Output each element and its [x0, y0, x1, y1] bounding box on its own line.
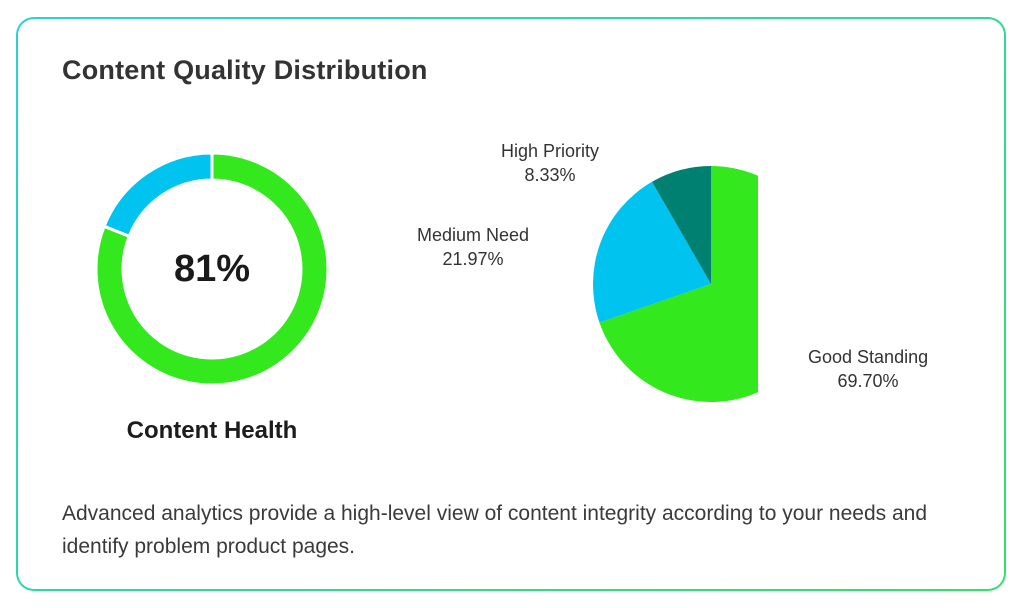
pie-label-percent: 21.97% [442, 249, 504, 269]
donut-caption: Content Health [126, 417, 298, 444]
donut-slice-0 [94, 151, 330, 387]
donut-chart: 81% [94, 151, 330, 387]
quality-card: Content Quality Distribution 81% Content… [16, 17, 1006, 591]
description-text: Advanced analytics provide a high-level … [62, 502, 928, 558]
page-title: Content Quality Distribution [62, 55, 428, 85]
pie-label-good-standing: Good Standing 69.70% [808, 345, 928, 393]
pie-label-name: Medium Need [417, 225, 530, 245]
pie-slice-medium-need [593, 181, 711, 323]
pie-slice-good-standing [599, 166, 758, 402]
pie-label-high-priority: High Priority 8.33% [501, 139, 599, 187]
pie-label-percent: 8.33% [524, 165, 576, 185]
pie-chart [593, 166, 758, 402]
donut-slice-1 [102, 151, 214, 239]
donut-svg [94, 151, 330, 387]
pie-label-medium-need: Medium Need 21.97% [417, 223, 529, 271]
pie-slice-high-priority [652, 166, 711, 284]
pie-label-name: High Priority [501, 141, 600, 161]
quality-card-body: Content Quality Distribution 81% Content… [18, 19, 1004, 589]
pie-label-percent: 69.70% [837, 371, 899, 391]
pie-label-name: Good Standing [808, 347, 929, 367]
donut-center-value: 81% [173, 247, 251, 290]
